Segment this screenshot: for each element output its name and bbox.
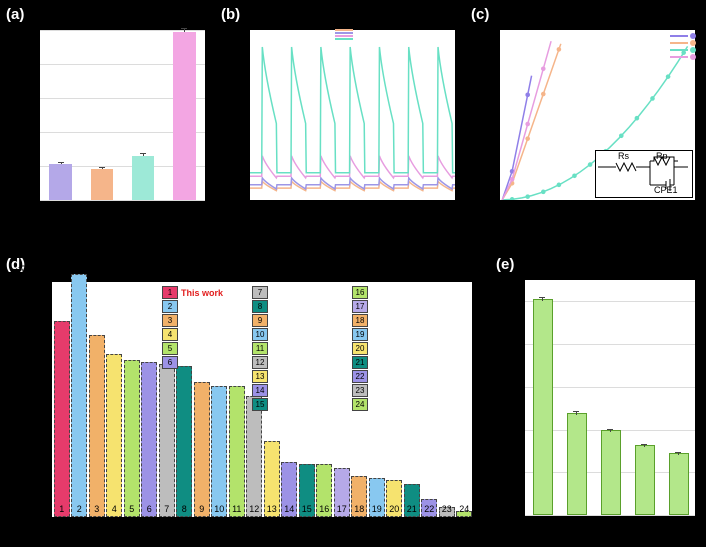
panel-b-chart	[250, 30, 455, 200]
panel-b-legend	[335, 28, 357, 41]
panel-e-label: (e)	[496, 256, 514, 273]
panel-d-ylabel: Rate (mmol_reacted BA g⁻¹ h⁻¹)	[18, 265, 29, 408]
panel-c-chart: Rs Rp CPE1	[500, 30, 695, 200]
panel-c-label: (c)	[471, 6, 489, 23]
panel-c-legend	[670, 32, 696, 61]
panel-b-label: (b)	[221, 6, 240, 23]
panel-d-chart: 0246123456789101112131415161718192021222…	[50, 280, 474, 519]
panel-a-chart	[40, 30, 205, 200]
panel-e-chart	[525, 280, 695, 515]
panel-a-label: (a)	[6, 6, 24, 23]
circuit-inset: Rs Rp CPE1	[595, 150, 693, 198]
